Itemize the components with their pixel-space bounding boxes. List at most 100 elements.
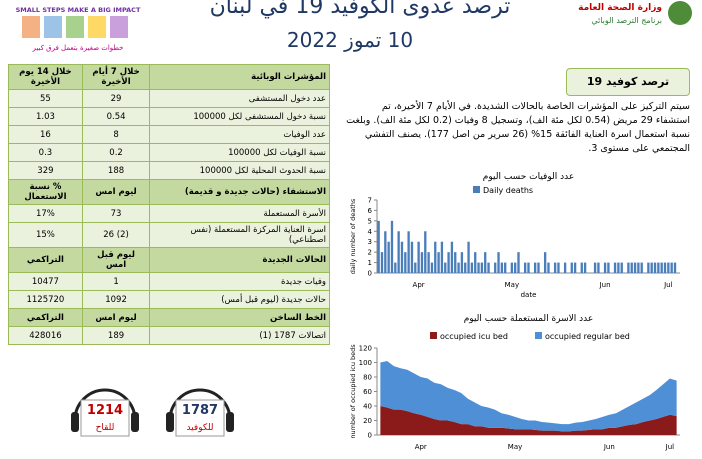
y-axis-label: daily number of deaths bbox=[349, 198, 357, 274]
header-cell: ليوم قبل امس bbox=[81, 247, 151, 273]
y-axis-label: number of occupied icu beds bbox=[349, 344, 357, 439]
y-tick-label: 6 bbox=[368, 207, 373, 215]
cell: 189 bbox=[81, 326, 151, 345]
chart-title: عدد الاسرة المستعملة حسب اليوم bbox=[464, 314, 594, 324]
row: اتصالات 1787 (1) 189 428016 bbox=[8, 326, 330, 345]
slogan-ar: خطوات صغيرة بتعمل فرق كبير bbox=[32, 44, 124, 52]
cell: نسبة دخول المستشفى لكل 100000 bbox=[149, 107, 330, 126]
bar bbox=[414, 262, 417, 273]
header-row: الخط الساخن ليوم امس التراكمي bbox=[8, 308, 330, 327]
bar bbox=[603, 262, 607, 273]
header-row: المؤشرات الوبائية خلال 7 أيام الأخيرة خلال… bbox=[8, 64, 330, 90]
row: نسبة دخول المستشفى لكل 100000 0.54 1.03 bbox=[8, 107, 330, 126]
bar bbox=[657, 262, 660, 273]
bar bbox=[397, 231, 400, 273]
x-tick-label: Jul bbox=[665, 443, 675, 451]
bar bbox=[510, 262, 514, 273]
bar bbox=[667, 262, 670, 273]
bar bbox=[504, 262, 507, 273]
bar bbox=[514, 262, 517, 273]
y-tick-label: 60 bbox=[363, 388, 372, 396]
bar bbox=[547, 262, 550, 273]
cell: 188 bbox=[81, 161, 151, 180]
bar bbox=[673, 262, 677, 273]
bar bbox=[583, 262, 587, 273]
cell: عدد الوفيات bbox=[149, 125, 330, 144]
cell: 1092 bbox=[81, 290, 151, 309]
bar bbox=[620, 262, 623, 273]
cell: نسبة الحدوث المحلية لكل 100000 bbox=[149, 161, 330, 180]
ministry: وزارة الصحة العامة bbox=[578, 3, 662, 13]
cell: 1125720 bbox=[8, 290, 83, 309]
hotline-number: 1214 bbox=[87, 403, 123, 418]
bar bbox=[557, 262, 560, 273]
bar bbox=[447, 252, 450, 273]
bar bbox=[387, 241, 390, 273]
slogan-en: SMALL STEPS MAKE A BIG IMPACT bbox=[16, 6, 141, 14]
bar bbox=[533, 262, 537, 273]
cell: 0.2 bbox=[81, 143, 151, 162]
bar bbox=[467, 241, 470, 273]
y-tick-label: 5 bbox=[368, 217, 372, 225]
bar bbox=[553, 262, 557, 273]
bar bbox=[434, 241, 437, 273]
row: حالات جديدة (ليوم قبل أمس) 1092 1125720 bbox=[8, 290, 330, 309]
bar bbox=[444, 262, 447, 273]
cell: 16 bbox=[8, 125, 83, 144]
bar bbox=[377, 220, 380, 273]
bar bbox=[384, 231, 387, 273]
bar bbox=[613, 262, 617, 273]
bar bbox=[400, 241, 404, 273]
cell: 17% bbox=[8, 204, 83, 223]
bar bbox=[440, 241, 444, 273]
hotline-label: للكوفيد bbox=[186, 423, 213, 433]
bar bbox=[627, 262, 630, 273]
bar bbox=[607, 262, 610, 273]
cell: 0.54 bbox=[81, 107, 151, 126]
cell: حالات جديدة (ليوم قبل أمس) bbox=[149, 290, 330, 309]
legend-swatch bbox=[535, 332, 542, 339]
number-box bbox=[175, 399, 225, 437]
bar bbox=[484, 252, 487, 273]
area bbox=[380, 361, 677, 432]
earpiece bbox=[131, 412, 139, 432]
cell: 8 bbox=[81, 125, 151, 144]
bar bbox=[500, 262, 504, 273]
bar bbox=[660, 262, 663, 273]
y-tick-label: 100 bbox=[359, 359, 372, 367]
date: 10 تموز 2022 bbox=[286, 28, 414, 52]
bar bbox=[633, 262, 637, 273]
bar bbox=[597, 262, 600, 273]
x-tick-label: Apr bbox=[415, 443, 427, 451]
slogan-logo: SMALL STEPS MAKE A BIG IMPACT خطوات صغير… bbox=[8, 0, 148, 60]
y-tick-label: 2 bbox=[368, 249, 372, 257]
bar bbox=[517, 252, 520, 273]
x-axis-label: date bbox=[521, 291, 537, 299]
bar bbox=[527, 262, 530, 273]
bar bbox=[580, 262, 583, 273]
header-cell: خلال 7 أيام الأخيرة bbox=[81, 64, 151, 90]
header-cell: التراكمي bbox=[8, 308, 83, 327]
bar bbox=[570, 262, 573, 273]
headset bbox=[73, 388, 137, 421]
bar bbox=[464, 262, 467, 273]
header-row: الاستشفاء (حالات جديدة و قديمة) ليوم امس%… bbox=[8, 179, 330, 205]
row: عدد الوفيات 8 16 bbox=[8, 125, 330, 144]
x-tick-label: Apr bbox=[413, 281, 425, 289]
bar bbox=[420, 252, 424, 273]
bar bbox=[573, 262, 577, 273]
x-tick-label: May bbox=[505, 281, 519, 289]
row: وفيات جديدة 1 10477 bbox=[8, 272, 330, 291]
number-box bbox=[80, 399, 130, 437]
earpiece bbox=[226, 412, 234, 432]
program: برنامج الترصد الوبائي bbox=[591, 16, 662, 25]
bar bbox=[524, 262, 527, 273]
x-tick-label: Jun bbox=[603, 443, 615, 451]
hotline-number: 1787 bbox=[182, 403, 218, 418]
bar bbox=[497, 252, 500, 273]
bar bbox=[410, 241, 414, 273]
bar bbox=[650, 262, 653, 273]
bar bbox=[394, 262, 397, 273]
y-tick-label: 0 bbox=[368, 432, 372, 440]
